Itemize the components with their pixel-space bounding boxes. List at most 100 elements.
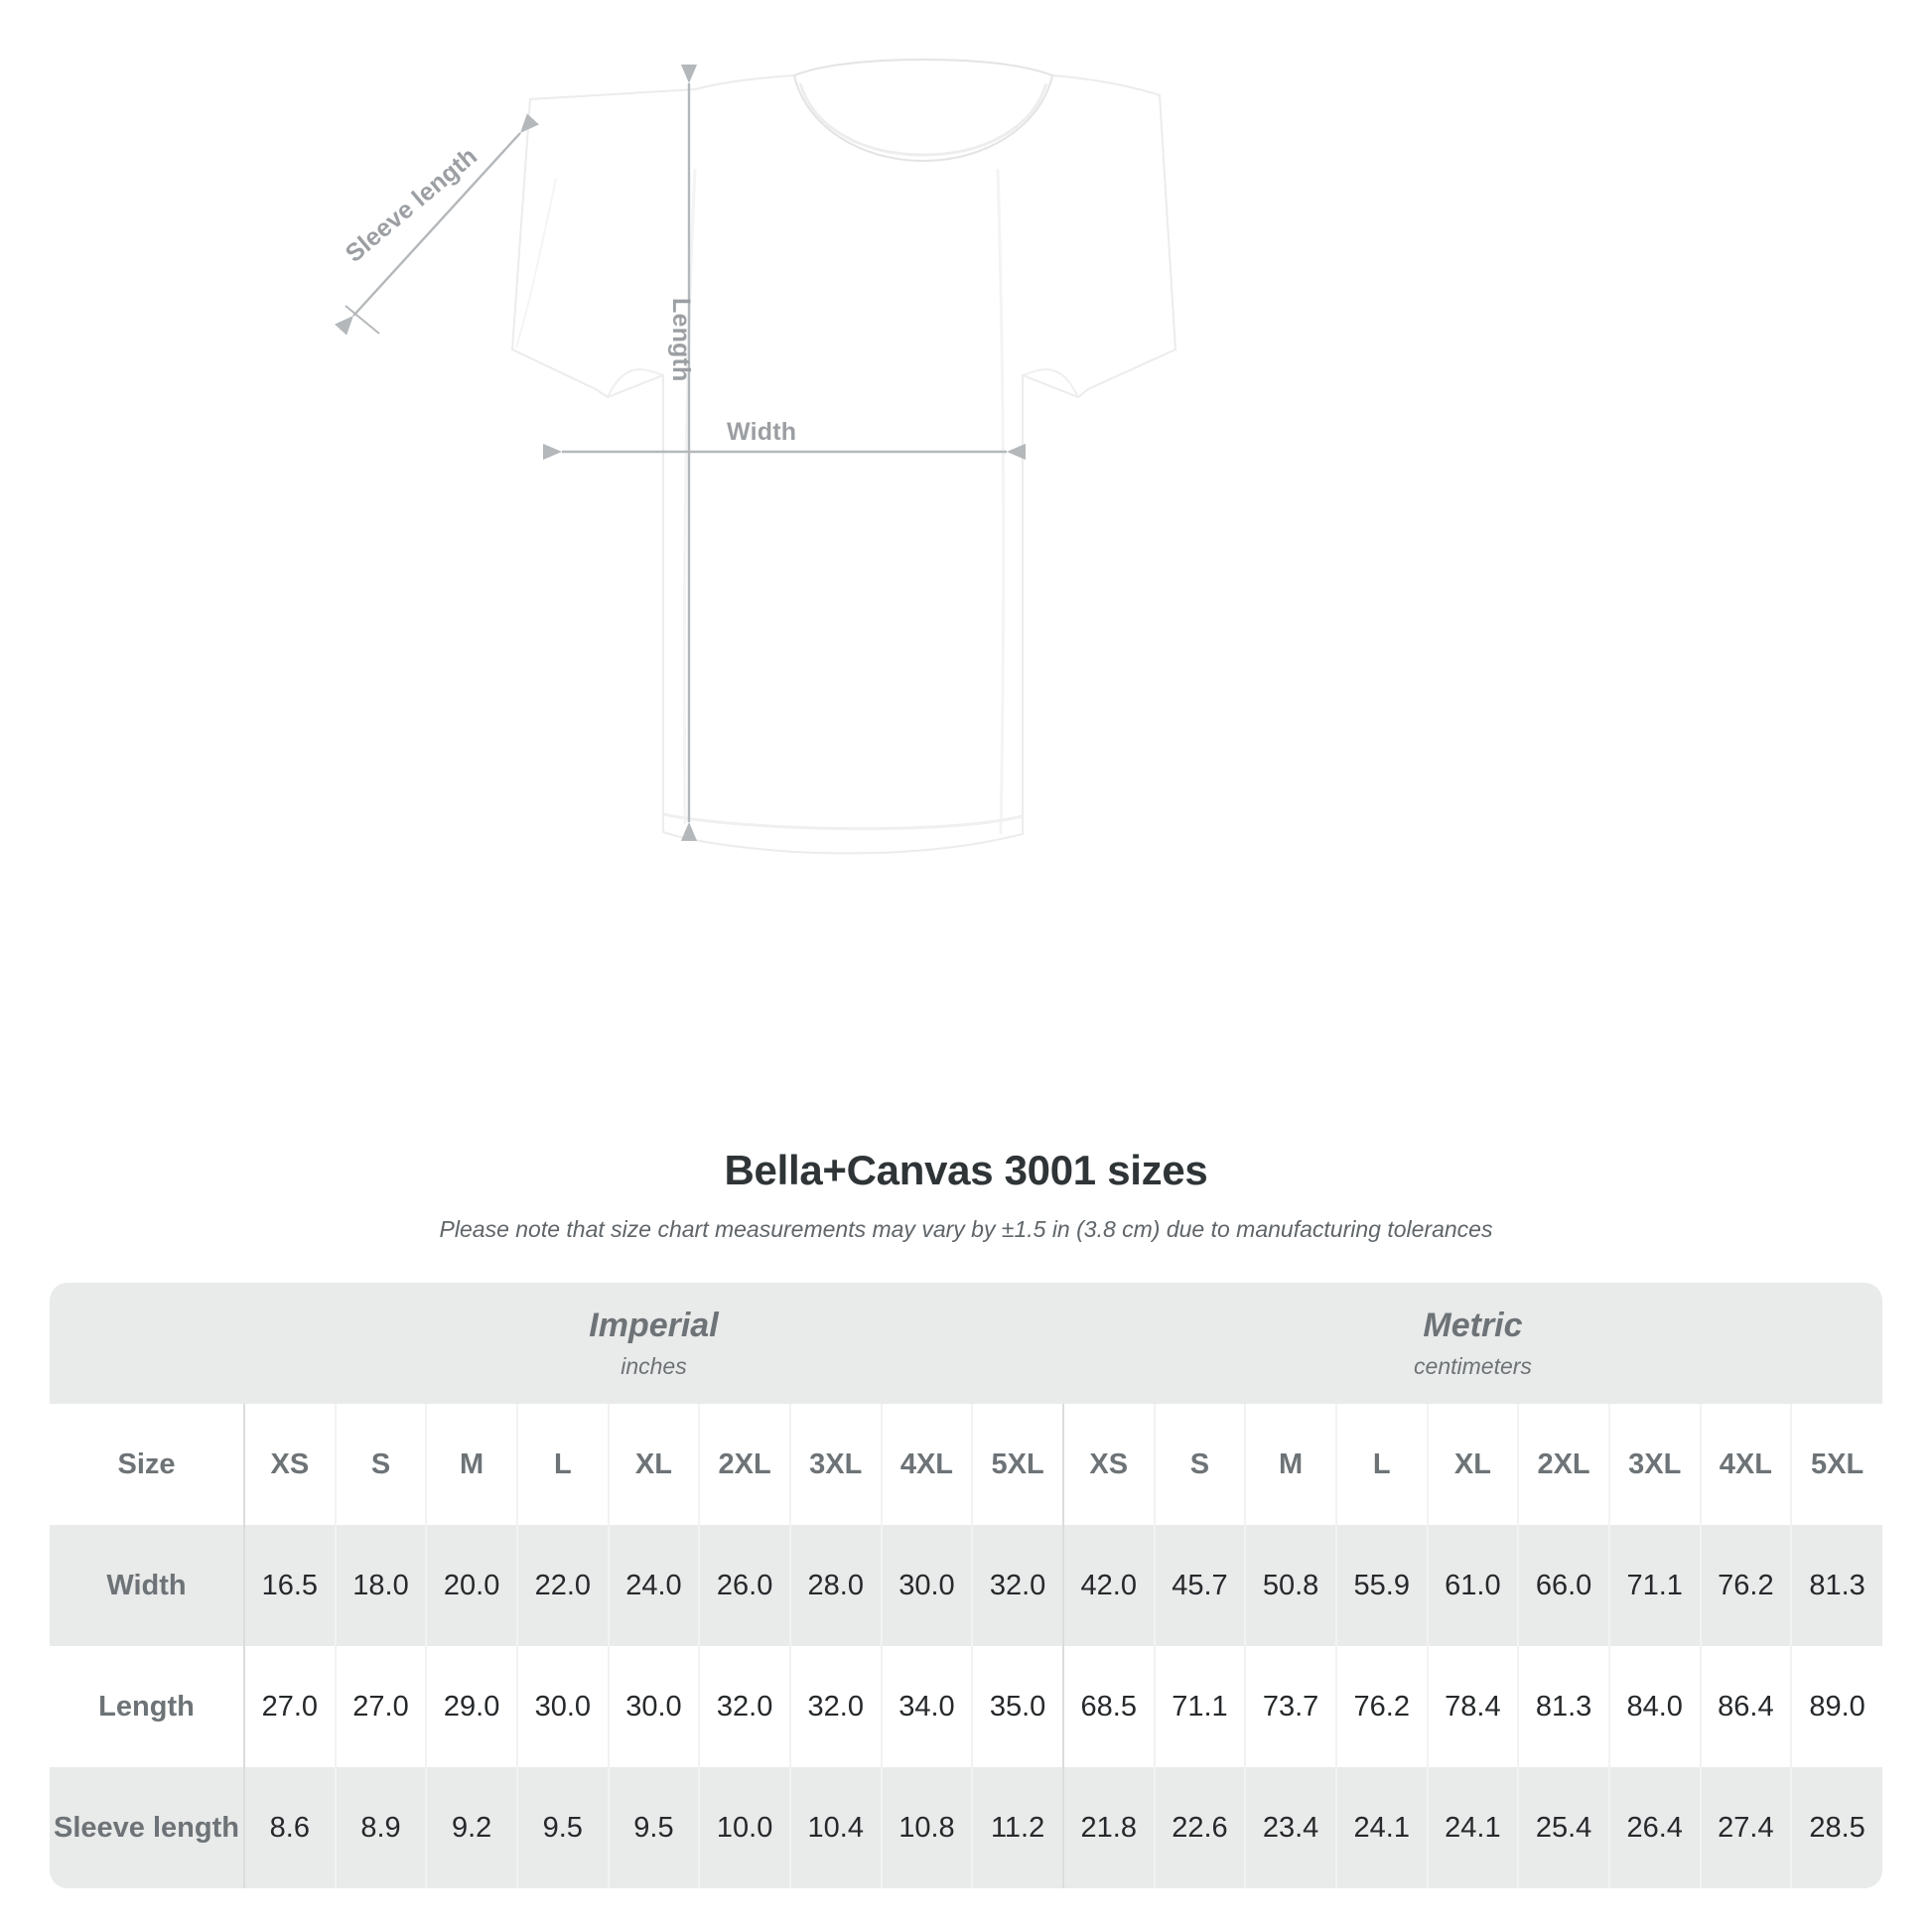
cell-metric: 50.8 [1244, 1525, 1336, 1646]
size-header-metric-3xl: 3XL [1607, 1404, 1701, 1525]
cell-metric: 24.1 [1334, 1767, 1428, 1888]
cell-imperial: 30.0 [607, 1646, 700, 1767]
cell-imperial: 10.4 [788, 1767, 882, 1888]
cell-imperial: 9.2 [425, 1767, 517, 1888]
cell-metric: 27.4 [1699, 1767, 1792, 1888]
cell-metric: 71.1 [1153, 1646, 1246, 1767]
cell-imperial: 29.0 [425, 1646, 517, 1767]
size-table: Imperial inches Metric centimeters Size XS S M L… [50, 1283, 1882, 1888]
cell-imperial: 10.0 [698, 1767, 790, 1888]
cell-imperial: 35.0 [971, 1646, 1063, 1767]
cell-metric: 89.0 [1790, 1646, 1882, 1767]
size-header-imperial-m: M [425, 1404, 517, 1525]
cell-metric: 26.4 [1607, 1767, 1701, 1888]
size-header-imperial-4xl: 4XL [880, 1404, 973, 1525]
size-header-imperial-l: L [515, 1404, 609, 1525]
cell-imperial: 9.5 [607, 1767, 700, 1888]
cell-metric: 81.3 [1790, 1525, 1882, 1646]
cell-imperial: 30.0 [515, 1646, 609, 1767]
cell-metric: 42.0 [1061, 1525, 1155, 1646]
cell-metric: 76.2 [1699, 1525, 1792, 1646]
size-header-imperial-3xl: 3XL [788, 1404, 882, 1525]
cell-imperial: 8.9 [334, 1767, 427, 1888]
cell-metric: 66.0 [1517, 1525, 1609, 1646]
cell-imperial: 27.0 [243, 1646, 336, 1767]
cell-imperial: 26.0 [698, 1525, 790, 1646]
size-header-metric-xl: XL [1426, 1404, 1519, 1525]
cell-imperial: 30.0 [880, 1525, 973, 1646]
cell-metric: 61.0 [1426, 1525, 1519, 1646]
tolerance-note: Please note that size chart measurements… [439, 1216, 1493, 1242]
cell-imperial: 11.2 [971, 1767, 1063, 1888]
tshirt-shape [510, 58, 1177, 855]
cell-imperial: 16.5 [243, 1525, 336, 1646]
cell-metric: 71.1 [1607, 1525, 1701, 1646]
size-header-imperial-5xl: 5XL [971, 1404, 1063, 1525]
cell-metric: 28.5 [1790, 1767, 1882, 1888]
cell-metric: 22.6 [1153, 1767, 1246, 1888]
size-header-imperial-xs: XS [243, 1404, 336, 1525]
size-header-row: Size XS S M L XL 2XL 3XL 4XL 5XL XS S M L XL 2XL 3XL 4XL 5… [50, 1404, 1882, 1525]
cell-metric: 78.4 [1426, 1646, 1519, 1767]
cell-metric: 45.7 [1153, 1525, 1246, 1646]
size-header-metric-4xl: 4XL [1699, 1404, 1792, 1525]
unit-group-imperial: Imperial inches [244, 1283, 1063, 1404]
cell-imperial: 32.0 [698, 1646, 790, 1767]
cell-imperial: 32.0 [971, 1525, 1063, 1646]
unit-header-row: Imperial inches Metric centimeters [50, 1283, 1882, 1404]
cell-metric: 81.3 [1517, 1646, 1609, 1767]
cell-imperial: 28.0 [788, 1525, 882, 1646]
row-label-sleeve-length: Sleeve length [50, 1767, 244, 1888]
table-row: Width 16.5 18.0 20.0 22.0 24.0 26.0 28.0 30.0 32.… [50, 1525, 1882, 1646]
row-label-length: Length [50, 1646, 244, 1767]
size-header-metric-s: S [1153, 1404, 1246, 1525]
cell-imperial: 22.0 [515, 1525, 609, 1646]
size-header-imperial-2xl: 2XL [698, 1404, 790, 1525]
row-label-width: Width [50, 1525, 244, 1646]
table-row: Sleeve length 8.6 8.9 9.2 9.5 9.5 10.0 10.4 10.8… [50, 1767, 1882, 1888]
size-header-metric-5xl: 5XL [1790, 1404, 1882, 1525]
cell-metric: 73.7 [1244, 1646, 1336, 1767]
page-title: Bella+Canvas 3001 sizes [724, 1147, 1208, 1193]
cell-imperial: 27.0 [334, 1646, 427, 1767]
cell-metric: 24.1 [1426, 1767, 1519, 1888]
size-header-imperial-s: S [334, 1404, 427, 1525]
cell-metric: 86.4 [1699, 1646, 1792, 1767]
tshirt-diagram-svg [335, 58, 1177, 855]
cell-imperial: 9.5 [515, 1767, 609, 1888]
unit-group-name: Metric [1423, 1307, 1523, 1345]
size-header-metric-m: M [1244, 1404, 1336, 1525]
cell-metric: 84.0 [1607, 1646, 1701, 1767]
cell-metric: 55.9 [1334, 1525, 1428, 1646]
cell-metric: 23.4 [1244, 1767, 1336, 1888]
cell-metric: 25.4 [1517, 1767, 1609, 1888]
size-header-metric-l: L [1334, 1404, 1428, 1525]
unit-group-sub: inches [621, 1353, 687, 1380]
unit-group-metric: Metric centimeters [1062, 1283, 1882, 1404]
tshirt-illustration: Sleeve length Length Width [335, 58, 1177, 855]
cell-imperial: 8.6 [243, 1767, 336, 1888]
cell-imperial: 20.0 [425, 1525, 517, 1646]
cell-imperial: 34.0 [880, 1646, 973, 1767]
unit-group-name: Imperial [589, 1307, 719, 1345]
table-row: Length 27.0 27.0 29.0 30.0 30.0 32.0 32.0 34.0 35… [50, 1646, 1882, 1767]
cell-metric: 68.5 [1061, 1646, 1155, 1767]
width-annotation: Width [727, 418, 797, 446]
cell-metric: 21.8 [1061, 1767, 1155, 1888]
size-header-metric-xs: XS [1061, 1404, 1155, 1525]
cell-metric: 76.2 [1334, 1646, 1428, 1767]
cell-imperial: 32.0 [788, 1646, 882, 1767]
unit-group-sub: centimeters [1414, 1353, 1532, 1380]
sleeve-dimension-line [335, 113, 539, 336]
length-annotation: Length [667, 298, 695, 382]
size-header-imperial-xl: XL [607, 1404, 700, 1525]
unit-header-spacer [50, 1283, 244, 1404]
chart-heading: Bella+Canvas 3001 sizes Please note that… [0, 1137, 1932, 1243]
size-header-metric-2xl: 2XL [1517, 1404, 1609, 1525]
cell-imperial: 24.0 [607, 1525, 700, 1646]
size-table-container: Imperial inches Metric centimeters Size XS S M L… [0, 1283, 1932, 1888]
cell-imperial: 18.0 [334, 1525, 427, 1646]
cell-imperial: 10.8 [880, 1767, 973, 1888]
row-label-size: Size [50, 1404, 244, 1525]
